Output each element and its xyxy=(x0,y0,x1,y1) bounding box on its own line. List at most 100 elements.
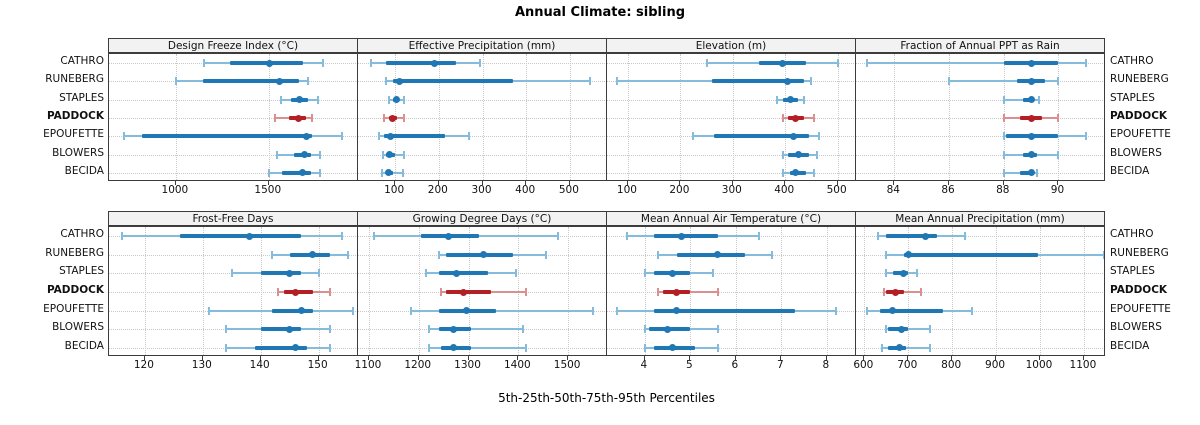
vertical-gridline xyxy=(438,54,440,180)
median-dot-cathro xyxy=(1027,59,1035,67)
site-label-right-paddock: PADDOCK xyxy=(1110,284,1168,296)
row-gridline xyxy=(109,172,357,174)
cap-95th xyxy=(544,250,547,259)
panel-title: Frost-Free Days xyxy=(192,213,274,225)
row-gridline xyxy=(607,118,855,119)
median-dot-cathro xyxy=(677,232,685,240)
range-25th-75th xyxy=(142,134,313,139)
cap-5th xyxy=(385,77,388,86)
median-dot-runeberg xyxy=(784,77,792,85)
panel-body xyxy=(357,226,607,356)
axis-tick xyxy=(951,356,953,360)
cap-5th xyxy=(948,77,951,86)
cap-95th xyxy=(557,232,560,241)
median-dot-blowers xyxy=(794,151,802,159)
cap-5th xyxy=(387,95,390,104)
vertical-gridline xyxy=(837,54,839,180)
vertical-gridline xyxy=(1040,227,1041,355)
median-dot-runeberg xyxy=(904,251,912,259)
row-gridline xyxy=(358,172,606,174)
site-label-left-epoufette: EPOUFETTE xyxy=(43,302,104,315)
cap-95th xyxy=(318,150,321,159)
range-5th-95th xyxy=(1003,171,1037,174)
row-gridline xyxy=(109,254,357,256)
range-25th-75th xyxy=(446,290,491,294)
cap-95th xyxy=(329,325,332,334)
panel-header: Frost-Free Days xyxy=(108,211,358,226)
panel-title: Fraction of Annual PPT as Rain xyxy=(900,40,1060,52)
cap-5th xyxy=(657,288,660,296)
cap-5th xyxy=(883,288,886,296)
vertical-gridline xyxy=(735,227,737,355)
site-label-right-epoufette: EPOUFETTE xyxy=(1110,302,1171,315)
site-label-left-paddock: PADDOCK xyxy=(46,110,104,122)
cap-95th xyxy=(1057,150,1060,159)
median-dot-paddock xyxy=(291,288,299,296)
cap-95th xyxy=(716,288,719,296)
range-25th-75th xyxy=(386,61,457,66)
panel-body xyxy=(606,226,856,356)
cap-95th xyxy=(970,306,973,315)
axis-tick xyxy=(863,356,865,360)
cap-5th xyxy=(616,306,619,315)
axis-tick xyxy=(317,356,319,360)
cap-5th xyxy=(1002,168,1005,177)
site-label-right-staples: STAPLES xyxy=(1110,91,1155,104)
axis-tick-label: 88 xyxy=(996,184,1010,196)
median-dot-paddock xyxy=(1027,114,1035,122)
site-label-right-runeberg: RUNEBERG xyxy=(1110,73,1169,86)
axis-tick-label: 150 xyxy=(307,359,328,371)
panel-header: Effective Precipitation (mm) xyxy=(357,38,607,53)
median-dot-cathro xyxy=(922,232,930,240)
site-label-left-blowers: BLOWERS xyxy=(52,321,104,334)
axis-tick-label: 100 xyxy=(384,184,405,196)
axis-tick-label: 400 xyxy=(515,184,536,196)
axis-tick-label: 1200 xyxy=(404,359,432,371)
median-dot-staples xyxy=(452,269,460,277)
vertical-gridline xyxy=(175,54,177,180)
axis-tick-label: 1000 xyxy=(1025,359,1053,371)
panel-header: Fraction of Annual PPT as Rain xyxy=(855,38,1105,53)
cap-95th xyxy=(916,269,919,278)
range-25th-75th xyxy=(384,134,446,139)
panel-body xyxy=(855,226,1105,356)
site-label-left-staples: STAPLES xyxy=(59,91,104,104)
axis-tick xyxy=(517,356,519,360)
site-label-left-cathro: CATHRO xyxy=(60,228,104,241)
axis-tick-label: 7 xyxy=(777,359,784,371)
range-5th-95th xyxy=(1003,98,1040,101)
cap-95th xyxy=(402,150,405,159)
median-dot-cathro xyxy=(245,232,253,240)
cap-5th xyxy=(207,306,210,315)
vertical-gridline xyxy=(1083,227,1085,355)
cap-95th xyxy=(329,288,332,296)
row-gridline xyxy=(607,273,855,275)
axis-tick-label: 200 xyxy=(427,184,448,196)
row-gridline xyxy=(856,118,1104,119)
cap-95th xyxy=(815,150,818,159)
cap-5th xyxy=(425,269,428,278)
median-dot-staples xyxy=(295,96,303,104)
cap-5th xyxy=(781,168,784,177)
cap-95th xyxy=(524,288,527,296)
vertical-gridline xyxy=(996,227,998,355)
range-25th-75th xyxy=(254,345,308,350)
cap-5th xyxy=(372,232,375,241)
axis-tick-label: 900 xyxy=(985,359,1006,371)
axis-tick xyxy=(437,181,439,185)
axis-tick xyxy=(995,356,997,360)
axis-tick-label: 700 xyxy=(897,359,918,371)
cap-5th xyxy=(440,288,443,296)
site-label-right-staples: STAPLES xyxy=(1110,265,1155,278)
row-gridline xyxy=(856,292,1104,293)
cap-95th xyxy=(1084,59,1087,68)
vertical-gridline xyxy=(144,227,146,355)
cap-95th xyxy=(1035,168,1038,177)
cap-5th xyxy=(267,168,270,177)
row-gridline xyxy=(358,118,606,119)
axis-tick-label: 1300 xyxy=(454,359,481,371)
axis-tick xyxy=(780,356,782,360)
panel-body xyxy=(108,53,358,181)
range-5th-95th xyxy=(428,346,526,349)
axis-tick xyxy=(1082,356,1084,360)
